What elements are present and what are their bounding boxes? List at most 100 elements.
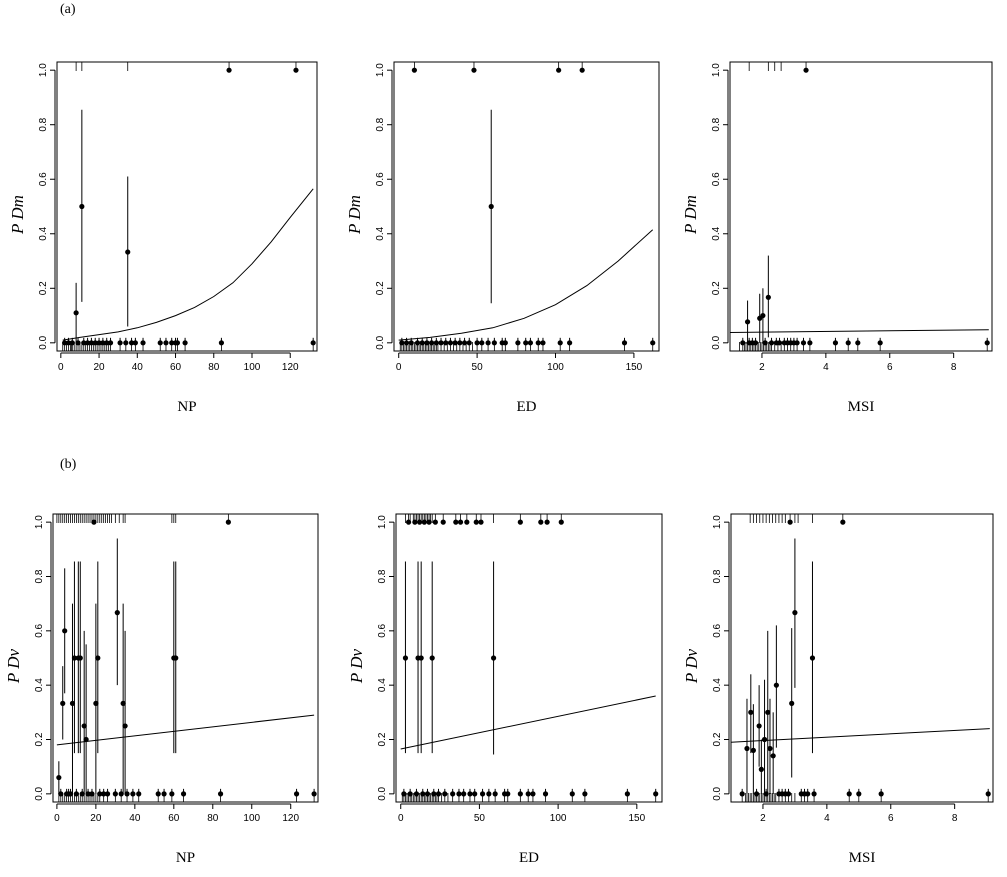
data-point bbox=[442, 791, 448, 797]
data-point bbox=[488, 203, 494, 210]
data-point bbox=[92, 340, 98, 346]
data-point bbox=[412, 519, 418, 525]
data-point bbox=[120, 700, 126, 706]
data-point bbox=[417, 519, 423, 525]
y-tick-label: 0.0 bbox=[34, 786, 45, 800]
plot-panel-a-msi: 2 4 6 8 0.0 0.2 0.4 0.6 0.8 1.0 MSI P Dm bbox=[681, 61, 993, 415]
data-point bbox=[800, 340, 807, 346]
panel-label-b: (b) bbox=[60, 457, 77, 472]
data-point bbox=[182, 340, 188, 346]
y-axis-title: P Dm bbox=[681, 195, 700, 235]
data-point bbox=[461, 791, 467, 797]
x-tick-label: 120 bbox=[282, 813, 299, 824]
data-point bbox=[461, 340, 468, 346]
data-point bbox=[758, 766, 764, 772]
y-tick-label: 0.6 bbox=[38, 172, 49, 186]
fitted-curve bbox=[730, 728, 990, 743]
data-point bbox=[811, 791, 817, 797]
x-tick-label: 100 bbox=[244, 362, 261, 373]
data-point bbox=[226, 67, 232, 73]
data-point bbox=[118, 791, 124, 797]
data-point bbox=[556, 67, 562, 73]
data-point bbox=[740, 340, 746, 346]
x-tick-label: 40 bbox=[129, 813, 141, 824]
y-axis-title: P Dm bbox=[345, 195, 364, 235]
data-point bbox=[557, 340, 563, 346]
data-point bbox=[89, 791, 95, 797]
data-point bbox=[491, 340, 497, 346]
data-point bbox=[523, 340, 529, 346]
data-point bbox=[502, 340, 508, 346]
data-point bbox=[424, 340, 430, 346]
data-point bbox=[739, 791, 745, 797]
x-tick-label: 100 bbox=[547, 362, 564, 373]
plot-panel-b-msi: 2 4 6 8 0.0 0.2 0.4 0.6 0.8 1.0 MSI P Dv bbox=[682, 513, 994, 866]
data-point bbox=[136, 791, 142, 797]
data-point bbox=[840, 519, 846, 525]
x-tick-label: 100 bbox=[243, 813, 260, 824]
data-point bbox=[123, 340, 129, 346]
data-point bbox=[748, 709, 754, 715]
data-point bbox=[490, 655, 497, 661]
data-point bbox=[479, 340, 485, 346]
data-point bbox=[538, 519, 544, 525]
data-point bbox=[453, 519, 459, 525]
data-point bbox=[650, 340, 656, 346]
plot-frame bbox=[393, 61, 660, 352]
data-point bbox=[440, 519, 446, 525]
data-point bbox=[624, 791, 630, 797]
fitted-curve bbox=[400, 695, 656, 750]
y-axis-title: P Dv bbox=[4, 648, 23, 684]
x-tick-label: 0 bbox=[58, 362, 64, 373]
data-point bbox=[464, 519, 470, 525]
plot-frame bbox=[730, 513, 994, 803]
data-point bbox=[765, 709, 771, 715]
x-tick-label: 2 bbox=[760, 813, 766, 824]
data-point bbox=[75, 340, 81, 346]
data-point bbox=[535, 340, 541, 346]
y-tick-label: 0.8 bbox=[38, 117, 49, 131]
y-tick-label: 1.0 bbox=[377, 515, 388, 529]
data-point bbox=[56, 774, 62, 781]
x-tick-label: 6 bbox=[887, 362, 893, 373]
data-point bbox=[492, 791, 498, 797]
y-tick-label: 1.0 bbox=[712, 515, 723, 529]
x-axis-title: MSI bbox=[848, 399, 875, 415]
x-tick-label: 80 bbox=[207, 813, 219, 824]
data-point bbox=[163, 340, 169, 346]
x-tick-label: 8 bbox=[951, 362, 957, 373]
data-point bbox=[420, 791, 426, 797]
y-tick-label: 0.0 bbox=[377, 786, 388, 800]
data-point bbox=[84, 340, 91, 346]
data-point bbox=[744, 745, 750, 752]
data-point bbox=[180, 791, 187, 797]
data-point bbox=[73, 791, 79, 797]
data-point bbox=[517, 519, 523, 525]
data-point bbox=[450, 791, 456, 797]
data-point bbox=[426, 519, 432, 525]
data-point bbox=[773, 682, 779, 688]
data-point bbox=[71, 655, 78, 661]
data-point bbox=[408, 340, 414, 346]
data-point bbox=[457, 519, 464, 525]
data-point bbox=[97, 791, 103, 797]
y-tick-label: 0.2 bbox=[375, 281, 386, 295]
x-tick-label: 6 bbox=[888, 813, 894, 824]
x-tick-label: 50 bbox=[474, 813, 486, 824]
x-tick-label: 0 bbox=[54, 813, 60, 824]
y-tick-label: 0.8 bbox=[375, 117, 386, 131]
x-tick-label: 50 bbox=[472, 362, 484, 373]
data-point bbox=[443, 340, 449, 346]
y-tick-label: 0.6 bbox=[377, 623, 388, 637]
data-point bbox=[79, 791, 85, 797]
data-point bbox=[447, 340, 454, 346]
y-tick-label: 0.2 bbox=[377, 732, 388, 746]
data-point bbox=[81, 723, 87, 729]
data-point bbox=[225, 519, 231, 525]
panel-label-a: (a) bbox=[60, 2, 76, 17]
data-point bbox=[58, 791, 64, 797]
data-point bbox=[217, 791, 224, 797]
data-point bbox=[525, 791, 531, 797]
data-point bbox=[128, 340, 135, 346]
